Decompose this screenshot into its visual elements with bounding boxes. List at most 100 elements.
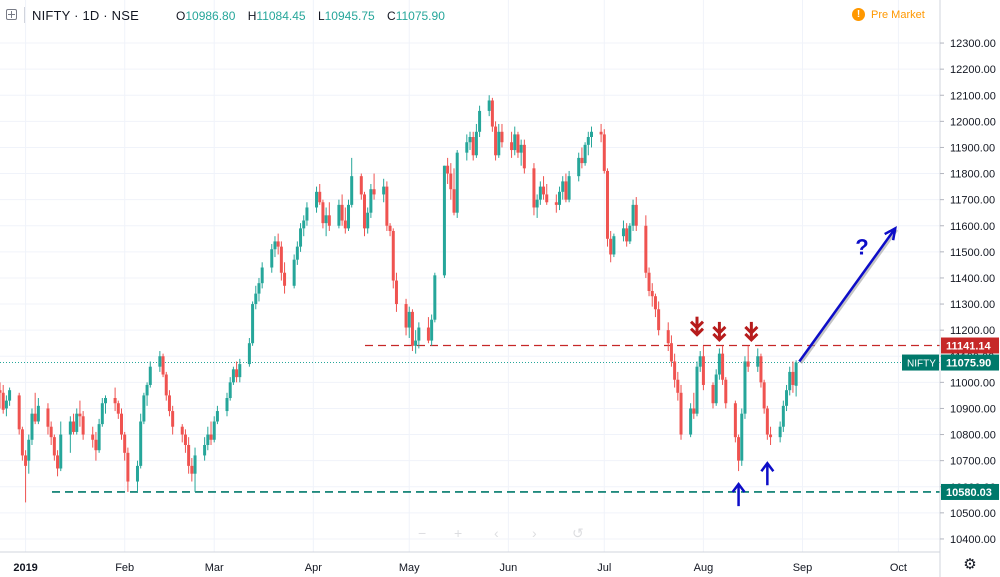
candle-body	[586, 137, 590, 145]
candle	[692, 392, 696, 419]
support-price-label: 10580.03	[946, 487, 992, 499]
candle-body	[81, 416, 85, 435]
candle	[650, 283, 654, 307]
candle	[516, 131, 520, 158]
candle-body	[20, 429, 24, 456]
candle-body	[97, 424, 101, 451]
candle-body	[634, 204, 638, 226]
candle	[327, 202, 331, 231]
candle	[1, 384, 5, 414]
x-tick-label: Aug	[694, 562, 714, 574]
projection-arrow-line	[798, 227, 897, 363]
candle-body	[193, 455, 197, 474]
candle-body	[733, 403, 737, 438]
candle-body	[366, 212, 370, 229]
zoom-out-icon[interactable]: −	[418, 525, 426, 541]
candle-body	[276, 241, 280, 247]
candle-body	[756, 356, 760, 367]
candle-body	[321, 202, 325, 224]
question-mark: ?	[855, 234, 868, 259]
candle-body	[673, 361, 677, 380]
candle	[104, 395, 108, 414]
candle-body	[359, 176, 363, 195]
candle-body	[778, 426, 782, 438]
candle-body	[417, 327, 421, 341]
candle-body	[644, 225, 648, 273]
chart-nav-controls[interactable]: − + ‹ › ↺	[418, 525, 584, 541]
candle	[417, 322, 421, 349]
candle-body	[494, 126, 498, 156]
candle	[347, 199, 351, 231]
candle	[225, 392, 229, 417]
candle-body	[542, 186, 546, 195]
candle	[625, 223, 629, 247]
market-status[interactable]: ! Pre Market	[852, 8, 925, 21]
candle-body	[279, 246, 283, 273]
candle	[471, 131, 475, 161]
low-label: L	[317, 9, 325, 23]
candle-body	[689, 408, 693, 435]
scroll-right-icon[interactable]: ›	[532, 525, 537, 541]
candle-body	[759, 356, 763, 383]
candle	[465, 134, 469, 161]
candle	[59, 421, 63, 472]
close-label: C	[387, 9, 396, 23]
candle	[260, 262, 264, 289]
candle-body	[628, 225, 632, 242]
candle	[561, 176, 565, 200]
time-axis[interactable]: 2019 Feb Mar Apr May Jun Jul Aug Sep Oct	[13, 562, 907, 574]
candle-body	[337, 204, 341, 226]
horizontal-levels	[0, 344, 940, 493]
candle-body	[0, 390, 2, 393]
candle	[414, 330, 418, 354]
expand-icon[interactable]	[6, 9, 17, 20]
candle	[68, 416, 72, 453]
candle-body	[36, 405, 40, 422]
ohlc-values: O10986.80 H11084.45 L10945.75 C11075.90	[176, 9, 454, 23]
support-price-label-bg	[941, 483, 999, 500]
candle-body	[791, 371, 795, 385]
reset-chart-icon[interactable]: ↺	[572, 525, 584, 541]
candle-body	[471, 137, 475, 156]
gear-icon[interactable]: ⚙	[963, 556, 977, 573]
price-axis[interactable]: 12300.00 12200.00 12100.00 12000.00 11900.00…	[940, 38, 996, 546]
candle-body	[171, 411, 175, 427]
candle-body	[295, 246, 299, 260]
x-tick-label: 2019	[13, 562, 37, 574]
candle	[228, 377, 232, 401]
candle-body	[251, 304, 255, 344]
candle	[583, 142, 587, 166]
candle-body	[468, 137, 472, 143]
candle	[599, 123, 603, 143]
candle	[391, 228, 395, 289]
candle-body	[190, 465, 194, 474]
last-price-label-bg	[941, 354, 999, 371]
symbol-tag-bg	[902, 354, 939, 371]
candle	[148, 361, 152, 388]
candle	[305, 202, 309, 226]
candle	[193, 447, 197, 492]
candles[interactable]	[0, 95, 798, 503]
candle	[24, 450, 28, 503]
chart-header: NIFTY · 1D · NSE O10986.80 H11084.45 L10…	[0, 0, 940, 30]
candle-body	[180, 426, 184, 435]
candle	[279, 241, 283, 281]
y-tick-label: 12000.00	[950, 116, 996, 128]
candle-body	[135, 465, 139, 482]
candle	[78, 400, 82, 427]
candle-body	[522, 144, 526, 169]
scroll-left-icon[interactable]: ‹	[494, 525, 499, 541]
candle	[532, 163, 536, 216]
symbol-title[interactable]: NIFTY · 1D · NSE	[32, 8, 139, 23]
price-labels: 11141.14 11075.90 10580.03 NIFTY	[902, 337, 999, 500]
candle	[385, 181, 389, 231]
candle-body	[657, 309, 661, 331]
open-value: 10986.80	[185, 9, 236, 23]
candle-body	[91, 434, 95, 440]
candle-body	[426, 327, 430, 341]
candle	[299, 223, 303, 252]
candle	[497, 123, 501, 158]
zoom-in-icon[interactable]: +	[454, 525, 462, 541]
candle-body	[209, 434, 213, 440]
